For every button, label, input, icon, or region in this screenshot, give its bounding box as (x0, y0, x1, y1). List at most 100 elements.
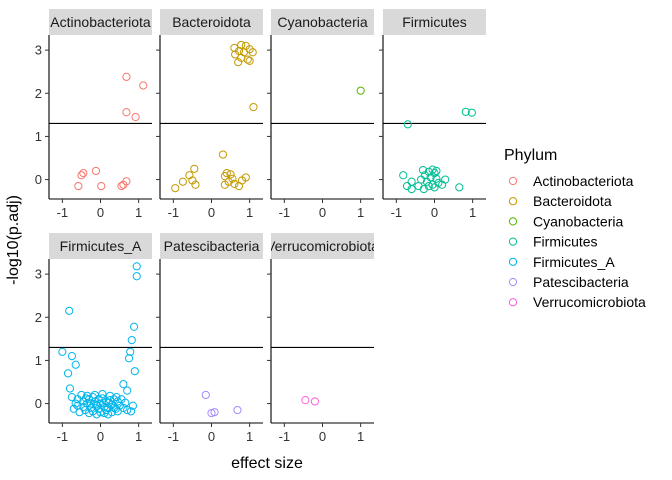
legend-key-marker (508, 277, 518, 287)
facet-strip-background (49, 233, 152, 259)
data-point (131, 112, 140, 122)
facet-panel-actinobacteriota: Actinobacteriota (45, 9, 152, 203)
x-tick-label: 0 (208, 205, 215, 220)
y-tick-label: 2 (35, 310, 42, 325)
data-point (65, 306, 74, 315)
data-point (432, 166, 441, 176)
legend-item-label: Cyanobacteria (533, 213, 623, 229)
data-point (226, 170, 235, 179)
facet-panels: Actinobacteriota Bacteroidota Cyanobacteri… (45, 9, 486, 427)
legend-item-patescibacteria: Patescibacteria (508, 274, 629, 290)
data-point (74, 181, 83, 191)
data-point (441, 175, 450, 184)
data-point (190, 164, 199, 173)
x-tick-label: 0 (208, 429, 215, 444)
legend-key-marker (508, 237, 518, 246)
data-point (245, 56, 254, 65)
data-point (455, 183, 464, 192)
data-point (67, 393, 76, 402)
facet-strip-background (383, 9, 486, 35)
legend-key-marker (508, 217, 518, 226)
x-tick-label: 1 (135, 429, 142, 444)
data-point (123, 405, 132, 415)
data-point (248, 48, 257, 57)
data-point (171, 184, 180, 193)
x-tick-label: 1 (469, 205, 476, 220)
legend-item-label: Actinobacteriota (533, 173, 634, 189)
data-point (230, 179, 239, 188)
legend-item-label: Bacteroidota (533, 193, 612, 209)
facet-strip-label: Patescibacteria (164, 238, 260, 254)
data-point (122, 72, 131, 81)
data-point (129, 322, 139, 331)
data-point (102, 405, 111, 415)
data-point (139, 81, 148, 90)
legend-item-actinobacteriota: Actinobacteriota (508, 173, 634, 189)
data-point (98, 389, 107, 399)
x-axis-tick-labels: -1 0 1 -1 0 1 -1 0 1 -1 0 1 -1 0 1 -1 0 1 -1 0 1 (57, 205, 477, 444)
facet-panel-patescibacteria: Patescibacteria (156, 233, 263, 427)
data-point (97, 181, 106, 191)
data-point (233, 405, 242, 415)
data-point (207, 408, 216, 418)
legend-key-marker (508, 176, 518, 186)
data-point (178, 177, 187, 186)
data-point (112, 393, 121, 402)
x-axis-title: effect size (231, 455, 303, 472)
data-point (79, 402, 88, 412)
legend-item-label: Patescibacteria (533, 274, 629, 290)
data-point (81, 394, 91, 403)
y-axis-tick-labels: 0 1 2 3 0 1 2 3 (35, 43, 42, 411)
facet-panel-verrucomicrobiota: Verrucomicrobiota (267, 233, 374, 427)
data-point (191, 180, 200, 189)
data-point (430, 183, 439, 192)
data-point (71, 360, 80, 369)
facet-strip-label: Firmicutes (402, 14, 467, 30)
y-tick-label: 0 (35, 396, 42, 411)
data-point (220, 172, 229, 181)
data-point (90, 390, 99, 400)
data-point (126, 407, 136, 416)
data-point (58, 347, 67, 356)
data-point (79, 169, 88, 178)
facet-strip-background (160, 9, 263, 35)
data-point (119, 380, 128, 389)
data-point (234, 58, 243, 67)
data-point (107, 408, 117, 417)
facet-strip-label: Actinobacteriota (50, 14, 151, 30)
x-tick-label: 1 (246, 429, 253, 444)
facet-strip-label: Bacteroidota (172, 14, 251, 30)
facet-strip-background (160, 233, 263, 259)
x-tick-label: 0 (97, 429, 104, 444)
data-point (218, 150, 228, 159)
data-point (188, 176, 197, 185)
y-tick-label: 2 (35, 86, 42, 101)
data-point (310, 397, 319, 406)
data-point (73, 401, 82, 410)
data-point (419, 184, 428, 194)
data-point (121, 398, 130, 407)
data-point (127, 336, 136, 345)
x-tick-label: -1 (57, 429, 69, 444)
data-point (407, 177, 416, 186)
x-tick-label: 1 (246, 205, 253, 220)
x-tick-label: 0 (97, 205, 104, 220)
y-tick-label: 3 (35, 43, 42, 58)
facet-panel-firmicutes-a: Firmicutes_A (45, 233, 152, 427)
x-tick-label: 0 (319, 205, 326, 220)
data-point (65, 384, 75, 393)
data-point (132, 272, 141, 281)
data-point (301, 396, 310, 405)
data-point (117, 181, 126, 191)
data-point (428, 180, 437, 189)
y-tick-label: 0 (35, 172, 42, 187)
data-point (418, 165, 428, 175)
y-tick-label: 1 (35, 129, 42, 144)
facet-strip-background (49, 9, 152, 35)
data-point (99, 398, 108, 407)
data-point (461, 107, 470, 116)
legend-items: Actinobacteriota Bacteroidota Cyanobacteri… (508, 173, 646, 310)
x-tick-label: -1 (168, 205, 180, 220)
data-point (130, 367, 139, 376)
